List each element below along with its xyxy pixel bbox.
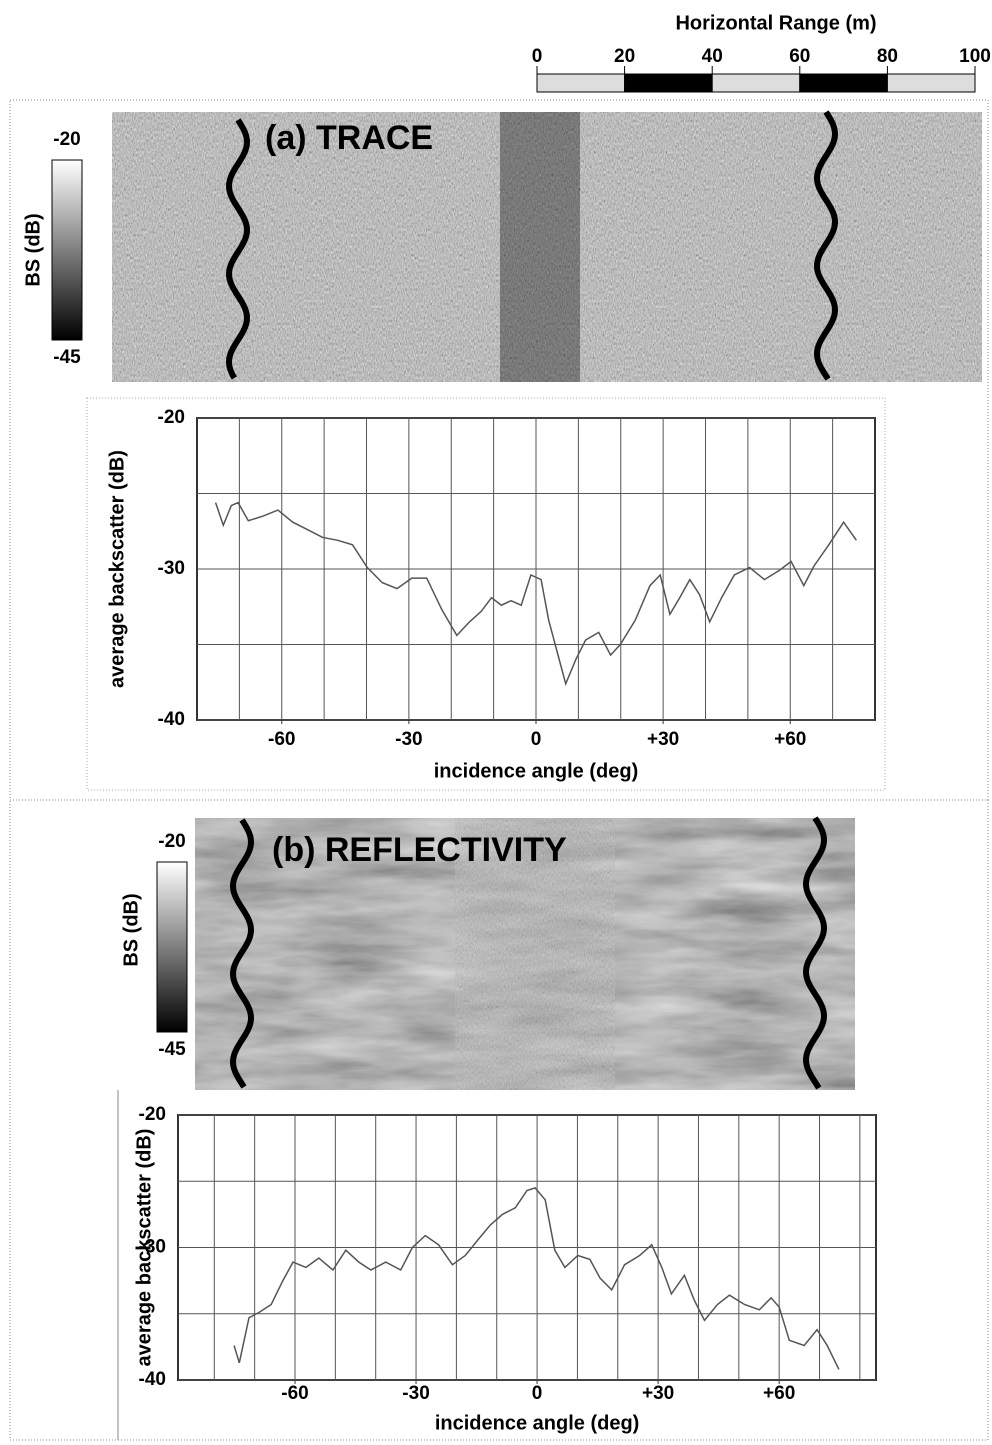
image-label: (b) REFLECTIVITY: [272, 831, 567, 869]
scale-tick-label: 60: [789, 46, 810, 67]
scale-segment: [536, 73, 626, 93]
scale-segment: [799, 73, 888, 93]
y-axis-title: average backscatter (dB): [133, 1129, 155, 1367]
x-tick-label: +30: [647, 729, 679, 750]
nadir-band: [455, 818, 615, 1090]
image-label: (a) TRACE: [265, 119, 433, 157]
scale-tick-label: 40: [702, 46, 723, 67]
x-tick-label: 0: [531, 729, 542, 750]
x-axis-title: incidence angle (deg): [435, 1412, 639, 1434]
x-tick-label: +60: [774, 729, 806, 750]
x-tick-label: 0: [532, 1383, 543, 1404]
colorbar-tick-label: -45: [158, 1039, 186, 1060]
y-tick-label: -20: [158, 407, 185, 428]
colorbar: [156, 861, 188, 1033]
colorbar-tick-label: -20: [158, 831, 185, 852]
panel-border: [9, 799, 989, 1441]
scale-segment: [886, 73, 976, 93]
nadir-band: [500, 112, 580, 382]
x-tick-label: -30: [395, 729, 422, 750]
data-line: [233, 1187, 840, 1370]
swath-edge: [229, 818, 255, 1089]
swath-edge: [802, 816, 828, 1090]
scale-tick-label: 0: [532, 46, 543, 67]
y-tick-label: -30: [158, 558, 185, 579]
y-tick-label: -40: [158, 709, 185, 730]
colorbar: [51, 159, 83, 341]
x-axis-title: incidence angle (deg): [434, 760, 638, 782]
x-tick-label: +60: [763, 1383, 795, 1404]
x-tick-label: -60: [268, 729, 295, 750]
x-tick-label: -60: [281, 1383, 308, 1404]
scale-tick-label: 100: [959, 46, 991, 67]
colorbar-label: BS (dB): [22, 213, 44, 286]
scale-tick-label: 20: [614, 46, 635, 67]
y-tick-label: -40: [139, 1369, 166, 1390]
y-tick-label: -20: [139, 1104, 166, 1125]
swath-edge: [225, 118, 251, 380]
x-tick-label: -30: [402, 1383, 429, 1404]
sonar-image: [112, 112, 982, 382]
colorbar-tick-label: -45: [53, 347, 81, 368]
y-tick-label: -30: [139, 1237, 166, 1258]
scale-bar-title: Horizontal Range (m): [675, 12, 876, 34]
colorbar-tick-label: -20: [53, 129, 80, 150]
swath-edge: [813, 110, 839, 381]
y-axis-title: average backscatter (dB): [106, 450, 128, 688]
chart-frame: [86, 397, 886, 791]
colorbar-label: BS (dB): [120, 893, 142, 966]
x-tick-label: +30: [642, 1383, 674, 1404]
scale-tick-label: 80: [877, 46, 898, 67]
scale-segment: [711, 73, 801, 93]
scale-segment: [624, 73, 713, 93]
data-line: [214, 501, 858, 687]
